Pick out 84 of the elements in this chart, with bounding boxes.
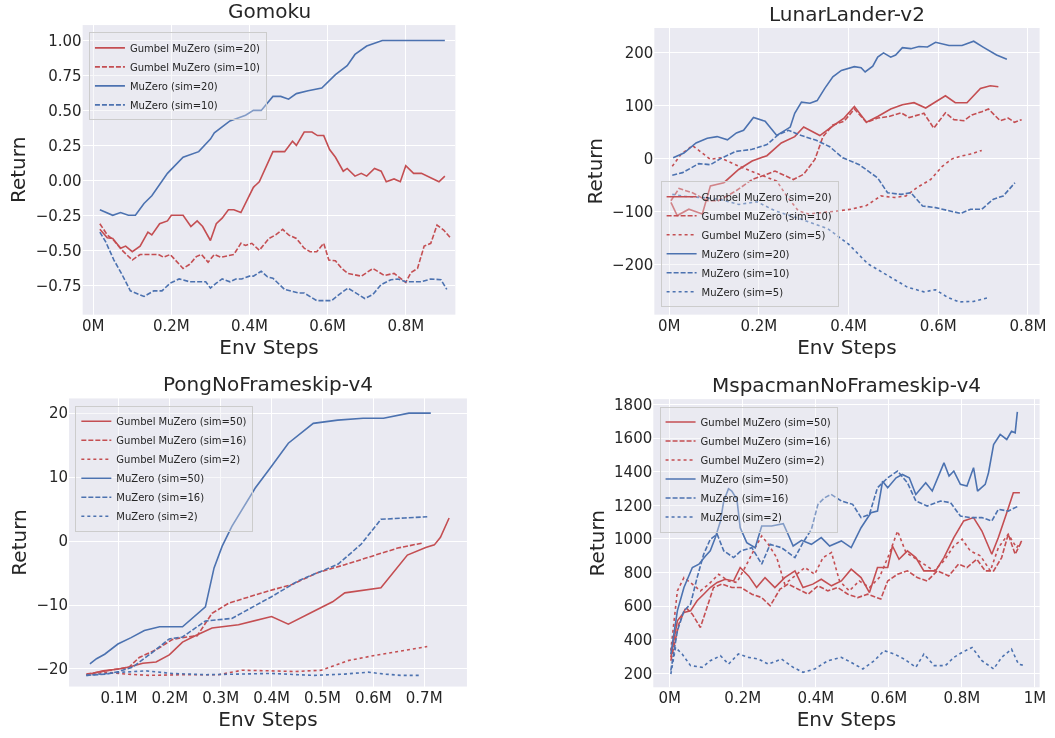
x-tick-label: 0.6M (309, 316, 347, 335)
y-tick-label: 800 (623, 563, 653, 582)
legend-label: Gumbel MuZero (sim=50) (116, 416, 247, 428)
y-tick-label: 600 (623, 597, 653, 616)
legend-label: Gumbel MuZero (sim=20) (701, 191, 832, 203)
legend-label: MuZero (sim=10) (701, 267, 790, 279)
x-tick-label: 0.4M (253, 688, 290, 707)
y-tick-label: 1200 (614, 496, 653, 515)
x-tick-label: 0M (81, 316, 105, 335)
y-tick-label: 200 (624, 44, 654, 63)
legend-label: MuZero (sim=2) (116, 511, 198, 523)
legend-label: Gumbel MuZero (sim=2) (116, 454, 241, 466)
legend-label: Gumbel MuZero (sim=10) (701, 210, 832, 222)
x-tick-label: 0.2M (152, 316, 190, 335)
y-tick-label: 0.75 (48, 66, 82, 85)
legend-label: MuZero (sim=50) (700, 473, 789, 485)
legend-label: MuZero (sim=16) (700, 492, 789, 504)
y-tick-label: 20 (48, 404, 69, 423)
x-tick-label: 0.2M (740, 316, 778, 335)
x-tick-label: 0.6M (354, 688, 392, 707)
x-tick-label: 0.4M (797, 689, 835, 708)
y-tick-label: 0.00 (48, 171, 82, 190)
x-axis-title: Env Steps (796, 707, 897, 732)
legend-label: Gumbel MuZero (sim=16) (700, 435, 831, 447)
legend-label: MuZero (sim=20) (701, 248, 790, 260)
y-tick-label: 1400 (614, 462, 653, 481)
x-tick-label: 0.8M (943, 689, 981, 708)
y-tick-label: 1.00 (48, 31, 82, 50)
legend-label: MuZero (sim=10) (129, 99, 218, 111)
y-axis-title: Return (6, 136, 31, 204)
y-tick-label: 400 (623, 630, 653, 649)
x-tick-label: 0.6M (919, 316, 957, 335)
x-tick-label: 1M (1023, 689, 1047, 708)
x-tick-label: 0M (658, 689, 681, 708)
x-tick-label: 0.8M (1009, 316, 1047, 335)
y-axis-title: Return (584, 510, 609, 577)
x-tick-label: 0.2M (724, 689, 762, 708)
x-axis-title: Env Steps (218, 706, 318, 731)
x-tick-label: 0.2M (151, 688, 189, 707)
y-axis-title: Return (6, 509, 31, 576)
x-tick-label: 0.4M (231, 316, 268, 335)
y-tick-label: 1600 (614, 429, 653, 448)
y-tick-label: −0.25 (35, 206, 82, 225)
y-tick-label: −20 (36, 660, 69, 679)
legend-label: MuZero (sim=50) (116, 473, 205, 485)
y-tick-label: 0.50 (48, 101, 82, 120)
x-tick-label: 0.6M (870, 689, 908, 708)
y-tick-label: −200 (612, 256, 654, 275)
y-tick-label: 0 (58, 532, 69, 551)
y-tick-label: 1800 (614, 395, 653, 414)
x-tick-label: 0.1M (100, 688, 138, 707)
y-tick-label: 1000 (614, 530, 653, 549)
y-tick-label: 0 (643, 150, 654, 169)
y-tick-label: 0.25 (48, 136, 82, 155)
legend-label: Gumbel MuZero (sim=16) (116, 435, 247, 447)
y-tick-label: −0.75 (35, 276, 82, 295)
legend-label: Gumbel MuZero (sim=5) (701, 229, 826, 241)
y-tick-label: 100 (624, 97, 654, 116)
x-tick-label: 0.3M (202, 688, 240, 707)
x-tick-label: 0.7M (405, 688, 443, 707)
legend-label: MuZero (sim=16) (116, 492, 205, 504)
x-tick-label: 0.5M (304, 688, 341, 707)
x-tick-label: 0.8M (387, 316, 425, 335)
legend-label: Gumbel MuZero (sim=10) (129, 61, 261, 73)
chart-title: LunarLander-v2 (769, 2, 925, 26)
x-axis-title: Env Steps (219, 334, 319, 359)
chart-title: PongNoFrameskip-v4 (163, 372, 373, 396)
legend-label: MuZero (sim=20) (129, 80, 218, 92)
chart-title: MspacmanNoFrameskip-v4 (712, 373, 982, 397)
y-tick-label: 200 (623, 664, 653, 683)
x-axis-title: Env Steps (797, 334, 897, 359)
y-tick-label: 10 (48, 468, 69, 487)
x-tick-label: 0M (657, 316, 681, 335)
legend-label: Gumbel MuZero (sim=20) (129, 42, 261, 54)
y-tick-label: −100 (612, 203, 654, 222)
legend-label: Gumbel MuZero (sim=50) (700, 416, 831, 428)
y-axis-title: Return (582, 138, 607, 205)
legend-label: Gumbel MuZero (sim=2) (700, 454, 825, 466)
chart-title: Gomoku (228, 0, 312, 23)
x-tick-label: 0.4M (830, 316, 867, 335)
legend-label: MuZero (sim=2) (700, 511, 783, 523)
y-tick-label: −0.50 (35, 241, 82, 260)
y-tick-label: −10 (36, 596, 69, 615)
legend-label: MuZero (sim=5) (701, 286, 784, 298)
